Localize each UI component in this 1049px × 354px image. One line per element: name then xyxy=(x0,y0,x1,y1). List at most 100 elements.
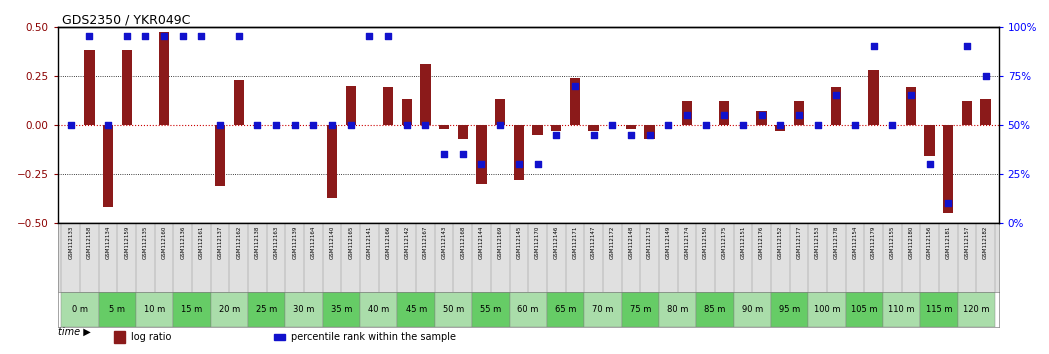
Text: 90 m: 90 m xyxy=(742,305,763,314)
Point xyxy=(884,122,901,128)
Bar xyxy=(570,78,580,125)
Text: percentile rank within the sample: percentile rank within the sample xyxy=(291,332,456,342)
Text: GSM112150: GSM112150 xyxy=(703,225,708,258)
Bar xyxy=(274,334,285,340)
Text: GSM112161: GSM112161 xyxy=(199,225,204,258)
Point xyxy=(679,112,695,118)
Point xyxy=(698,122,714,128)
Text: 60 m: 60 m xyxy=(517,305,539,314)
Point xyxy=(828,92,844,98)
Point xyxy=(62,122,79,128)
Bar xyxy=(883,292,920,327)
Text: GSM112133: GSM112133 xyxy=(68,225,73,258)
Bar xyxy=(659,292,697,327)
Text: GSM112160: GSM112160 xyxy=(162,225,167,258)
Bar xyxy=(476,125,487,184)
Text: GSM112155: GSM112155 xyxy=(890,225,895,258)
Point xyxy=(267,122,284,128)
Text: 70 m: 70 m xyxy=(593,305,614,314)
Text: log ratio: log ratio xyxy=(131,332,171,342)
Text: 50 m: 50 m xyxy=(443,305,464,314)
Text: GSM112149: GSM112149 xyxy=(666,225,670,258)
Point xyxy=(399,122,415,128)
Text: time ▶: time ▶ xyxy=(58,327,90,337)
Bar xyxy=(775,125,786,131)
Bar xyxy=(625,125,636,129)
Bar xyxy=(99,292,136,327)
Text: 120 m: 120 m xyxy=(963,305,989,314)
Bar xyxy=(62,292,99,327)
Text: 35 m: 35 m xyxy=(330,305,352,314)
Point xyxy=(342,122,359,128)
Text: GSM112173: GSM112173 xyxy=(647,225,652,258)
Text: GSM112151: GSM112151 xyxy=(741,225,746,258)
Point xyxy=(324,122,341,128)
Text: 110 m: 110 m xyxy=(889,305,915,314)
Bar xyxy=(697,292,733,327)
Bar xyxy=(421,64,431,125)
Text: GSM112139: GSM112139 xyxy=(293,225,297,258)
Bar xyxy=(510,292,547,327)
Point xyxy=(380,34,397,39)
Point xyxy=(753,112,770,118)
Text: GSM112142: GSM112142 xyxy=(404,225,409,258)
Bar xyxy=(285,292,323,327)
Bar xyxy=(958,292,994,327)
Text: GSM112162: GSM112162 xyxy=(236,225,241,258)
Text: 65 m: 65 m xyxy=(555,305,576,314)
Point xyxy=(81,34,98,39)
Text: 30 m: 30 m xyxy=(294,305,315,314)
Bar xyxy=(435,292,472,327)
Text: GSM112166: GSM112166 xyxy=(386,225,390,258)
Point xyxy=(585,132,602,137)
Bar xyxy=(808,292,845,327)
Bar xyxy=(136,292,173,327)
Text: GSM112137: GSM112137 xyxy=(217,225,222,258)
Point xyxy=(435,152,452,157)
Text: 100 m: 100 m xyxy=(814,305,840,314)
Bar xyxy=(547,292,584,327)
Text: GSM112140: GSM112140 xyxy=(329,225,335,258)
Text: GSM112141: GSM112141 xyxy=(367,225,372,258)
Point xyxy=(231,34,248,39)
Text: GSM112180: GSM112180 xyxy=(908,225,914,258)
Point xyxy=(155,34,172,39)
Bar xyxy=(551,125,561,131)
Point xyxy=(940,201,957,206)
Bar xyxy=(845,292,883,327)
Bar xyxy=(234,80,244,125)
Bar xyxy=(383,87,393,125)
Point xyxy=(865,44,882,49)
Bar xyxy=(173,292,211,327)
Bar xyxy=(682,101,692,125)
Text: GSM112171: GSM112171 xyxy=(573,225,577,258)
Bar xyxy=(215,125,226,186)
Bar xyxy=(323,292,360,327)
Point xyxy=(978,73,994,79)
Point xyxy=(137,34,154,39)
Bar xyxy=(533,125,542,135)
Point xyxy=(305,122,322,128)
Point xyxy=(641,132,658,137)
Text: GSM112157: GSM112157 xyxy=(964,225,969,258)
Text: GSM112167: GSM112167 xyxy=(423,225,428,258)
Point xyxy=(100,122,116,128)
Text: GSM112138: GSM112138 xyxy=(255,225,260,258)
Text: GSM112169: GSM112169 xyxy=(497,225,502,258)
Bar xyxy=(794,101,804,125)
Text: GSM112174: GSM112174 xyxy=(684,225,689,258)
Bar xyxy=(943,125,954,213)
Bar xyxy=(756,111,767,125)
Bar xyxy=(114,331,126,343)
Point xyxy=(212,122,229,128)
Text: 95 m: 95 m xyxy=(779,305,800,314)
Text: GSM112153: GSM112153 xyxy=(815,225,820,258)
Text: GSM112182: GSM112182 xyxy=(983,225,988,258)
Bar xyxy=(920,292,958,327)
Text: GSM112144: GSM112144 xyxy=(479,225,484,258)
Text: 25 m: 25 m xyxy=(256,305,277,314)
Text: GSM112178: GSM112178 xyxy=(834,225,839,258)
Point xyxy=(286,122,303,128)
Text: GSM112168: GSM112168 xyxy=(461,225,466,258)
Text: 10 m: 10 m xyxy=(144,305,166,314)
